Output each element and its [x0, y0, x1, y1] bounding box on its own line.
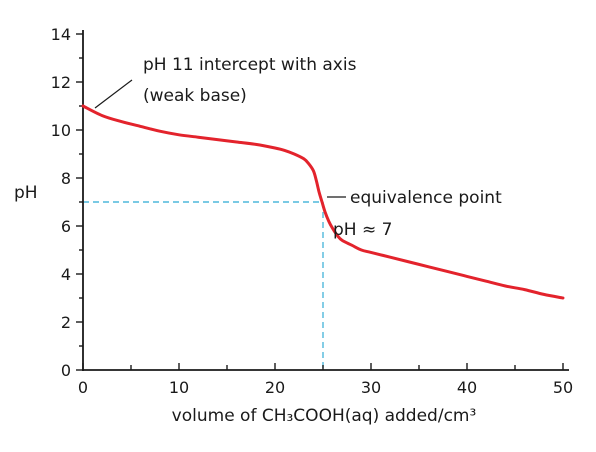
x-tick-label: 30	[361, 378, 381, 397]
y-tick-label: 8	[61, 169, 71, 188]
annotation-equivalence-line-2: pH ≈ 7	[333, 220, 392, 240]
y-tick-label: 10	[51, 121, 71, 140]
x-axis-label: volume of CH₃COOH(aq) added/cm³	[172, 406, 477, 426]
x-tick-label: 40	[457, 378, 477, 397]
y-axis-ticks: 0 2 4 6 8 10 12 14	[51, 25, 83, 380]
annotation-leader-intercept	[94, 79, 133, 109]
annotation-intercept-line-2: (weak base)	[143, 86, 247, 106]
x-tick-label: 50	[553, 378, 573, 397]
series-line-ph-curve	[81, 104, 565, 300]
y-tick-label: 14	[51, 25, 71, 44]
x-tick-label: 10	[169, 378, 189, 397]
y-tick-label: 0	[61, 361, 71, 380]
x-tick-label: 20	[265, 378, 285, 397]
y-tick-label: 12	[51, 73, 71, 92]
y-tick-label: 6	[61, 217, 71, 236]
annotation-equivalence-line-1: equivalence point	[350, 188, 502, 208]
y-axis-label: pH	[14, 183, 38, 203]
y-tick-label: 2	[61, 313, 71, 332]
x-axis-ticks: 0 10 20 30 40 50	[78, 363, 573, 397]
x-tick-label: 0	[78, 378, 88, 397]
annotation-intercept-line-1: pH 11 intercept with axis	[143, 55, 357, 75]
y-tick-label: 4	[61, 265, 71, 284]
